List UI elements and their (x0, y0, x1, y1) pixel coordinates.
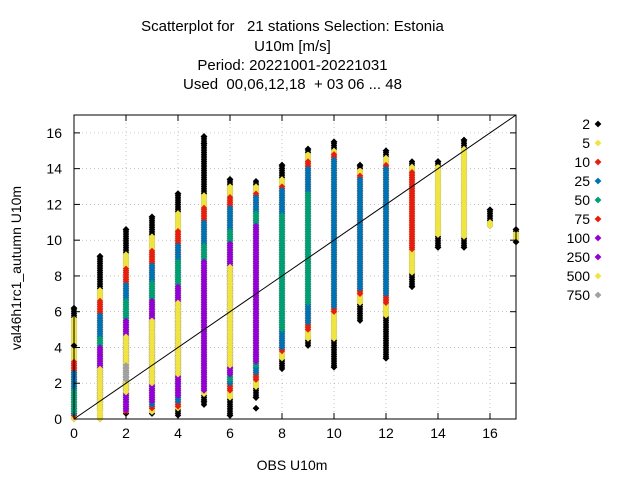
data-point (122, 265, 130, 272)
chart-title-line-1: Scatterplot for 21 stations Selection: E… (141, 18, 444, 35)
data-point (96, 335, 104, 342)
data-points (70, 133, 520, 423)
data-point (96, 312, 104, 319)
data-point (122, 317, 130, 324)
data-point (122, 333, 130, 340)
data-point (122, 281, 130, 289)
chart-title-line-3: Period: 20221001-20221031 (197, 57, 388, 74)
data-point (96, 297, 104, 305)
data-point (96, 344, 104, 351)
data-point (96, 287, 104, 294)
data-point (96, 365, 104, 373)
data-point (122, 251, 130, 258)
data-point (122, 362, 130, 369)
chart-title-line-2: U10m [m/s] (254, 38, 331, 55)
chart-title-line-4: Used 00,06,12,18 + 03 06 ... 48 (183, 76, 402, 93)
data-point (122, 297, 130, 305)
